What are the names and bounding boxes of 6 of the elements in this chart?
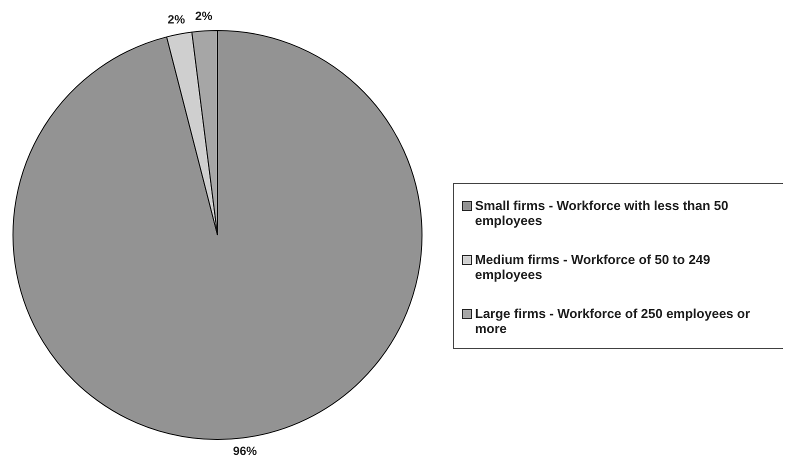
data-label: 2% bbox=[168, 12, 186, 27]
data-label: 2% bbox=[195, 9, 213, 24]
legend-label: Medium firms - Workforce of 50 to 249 employees bbox=[475, 252, 712, 282]
legend-label: Small firms - Workforce with less than 50 employees bbox=[475, 198, 730, 228]
legend-label: Large firms - Workforce of 250 employees or more bbox=[475, 306, 752, 336]
data-label: 96% bbox=[232, 444, 258, 458]
